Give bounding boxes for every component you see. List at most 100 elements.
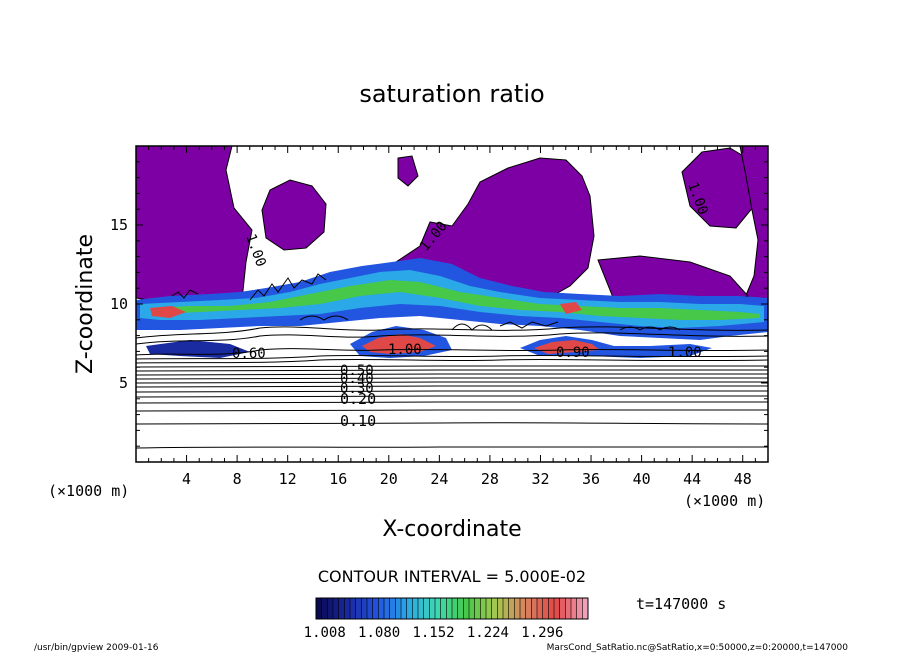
- colorbar-cell: [338, 598, 345, 619]
- colorbar-cell: [565, 598, 572, 619]
- colorbar-cell: [559, 598, 566, 619]
- contour-label: 0.10: [340, 412, 376, 430]
- x-tick-label: 48: [734, 470, 752, 488]
- colorbar-cell: [469, 598, 476, 619]
- x-axis-unit-left: (×1000 m): [48, 482, 129, 500]
- colorbar-cell: [435, 598, 442, 619]
- colorbar-tick-label: 1.152: [412, 625, 454, 641]
- y-axis: 5 10 15: [110, 145, 768, 463]
- x-tick-label: 24: [430, 470, 448, 488]
- x-tick-label: 8: [233, 470, 242, 488]
- colorbar-cell: [321, 598, 328, 619]
- colorbar-frame: [315, 597, 589, 620]
- colorbar-cell: [525, 598, 532, 619]
- x-axis: 4 8 12 16 20 24 28 32 36 40 44 48: [135, 146, 769, 488]
- colorbar-cell: [486, 598, 493, 619]
- colorbar-cell: [333, 598, 340, 619]
- colorbar-cell: [520, 598, 527, 619]
- purple-region-small: [397, 155, 419, 187]
- contour-label: 0.50: [340, 363, 374, 379]
- band-red-left: [150, 306, 186, 318]
- y-tick-label: 5: [119, 374, 128, 392]
- colorbar-cell: [480, 598, 487, 619]
- x-tick-label: 36: [582, 470, 600, 488]
- colorbar-cell: [384, 598, 391, 619]
- colorbar: [315, 597, 589, 620]
- y-axis-title: Z-coordinate: [73, 234, 98, 374]
- band-green: [150, 280, 760, 320]
- colorbar-ticks: 1.008 1.080 1.152 1.224 1.296: [304, 625, 564, 641]
- colorbar-cell: [367, 598, 374, 619]
- colorbar-cell: [412, 598, 419, 619]
- contour-interval: CONTOUR INTERVAL = 5.000E-02: [318, 567, 586, 586]
- colorbar-cell: [406, 598, 413, 619]
- colorbar-cell: [576, 598, 583, 619]
- colorbar-cell: [582, 598, 589, 619]
- colorbar-cell: [446, 598, 453, 619]
- x-axis-title: X-coordinate: [382, 517, 521, 542]
- footer-left: /usr/bin/gpview 2009-01-16: [34, 643, 159, 653]
- y-tick-label: 15: [110, 216, 128, 234]
- colorbar-cell: [429, 598, 436, 619]
- contour-label: 0.60: [232, 346, 266, 362]
- lower-band-left: [146, 340, 250, 358]
- colorbar-cell: [418, 598, 425, 619]
- colorbar-tick-label: 1.008: [304, 625, 346, 641]
- colorbar-cell: [571, 598, 578, 619]
- x-tick-label: 20: [380, 470, 398, 488]
- contour-label: 0.30: [340, 381, 374, 397]
- x-tick-label: 28: [481, 470, 499, 488]
- x-tick-label: 44: [683, 470, 701, 488]
- lower-band-center-red: [362, 334, 436, 354]
- colorbar-cell: [316, 598, 323, 619]
- colorbar-cell: [452, 598, 459, 619]
- contour-label: 0.20: [340, 390, 376, 408]
- colorbar-cell: [497, 598, 504, 619]
- colorbar-tick-label: 1.080: [358, 625, 400, 641]
- colorbar-cell: [508, 598, 515, 619]
- colorbar-cell: [463, 598, 470, 619]
- x-axis-unit-right: (×1000 m): [684, 492, 765, 510]
- colorbar-cell: [372, 598, 379, 619]
- colorbar-cell: [554, 598, 561, 619]
- colorbar-cell: [378, 598, 385, 619]
- colorbar-cell: [491, 598, 498, 619]
- purple-region-upper-left: [261, 179, 327, 251]
- colorbar-tick-label: 1.296: [521, 625, 563, 641]
- colorbar-cell: [537, 598, 544, 619]
- x-tick-label: 40: [633, 470, 651, 488]
- colorbar-cell: [457, 598, 464, 619]
- colorbar-cell: [327, 598, 334, 619]
- time-label: t=147000 s: [636, 595, 726, 613]
- colorbar-cell: [401, 598, 408, 619]
- noisy-contours: [171, 273, 681, 331]
- colorbar-tick-label: 1.224: [467, 625, 509, 641]
- colorbar-cell: [440, 598, 447, 619]
- contour-label: 1.00: [388, 342, 422, 358]
- contour-label: 0.90: [556, 345, 590, 361]
- contour-label: 1.00: [668, 345, 702, 361]
- x-tick-label: 32: [531, 470, 549, 488]
- footer-right: MarsCond_SatRatio.nc@SatRatio,x=0:50000,…: [547, 643, 849, 653]
- band-red-right: [560, 302, 582, 314]
- colorbar-cell: [423, 598, 430, 619]
- x-tick-label: 12: [279, 470, 297, 488]
- colorbar-cell: [474, 598, 481, 619]
- colorbar-cell: [542, 598, 549, 619]
- x-tick-label: 4: [182, 470, 191, 488]
- colorbar-cell: [389, 598, 396, 619]
- colorbar-cell: [350, 598, 357, 619]
- colorbar-cell: [503, 598, 510, 619]
- purple-region-right: [739, 146, 768, 301]
- contour-label: 0.40: [340, 371, 374, 387]
- colorbar-cell: [344, 598, 351, 619]
- colorbar-cell: [361, 598, 368, 619]
- y-tick-label: 10: [110, 295, 128, 313]
- colorbar-cell: [531, 598, 538, 619]
- x-tick-label: 16: [329, 470, 347, 488]
- colorbar-cell: [548, 598, 555, 619]
- chart-title: saturation ratio: [359, 80, 544, 108]
- colorbar-cell: [514, 598, 521, 619]
- colorbar-cell: [355, 598, 362, 619]
